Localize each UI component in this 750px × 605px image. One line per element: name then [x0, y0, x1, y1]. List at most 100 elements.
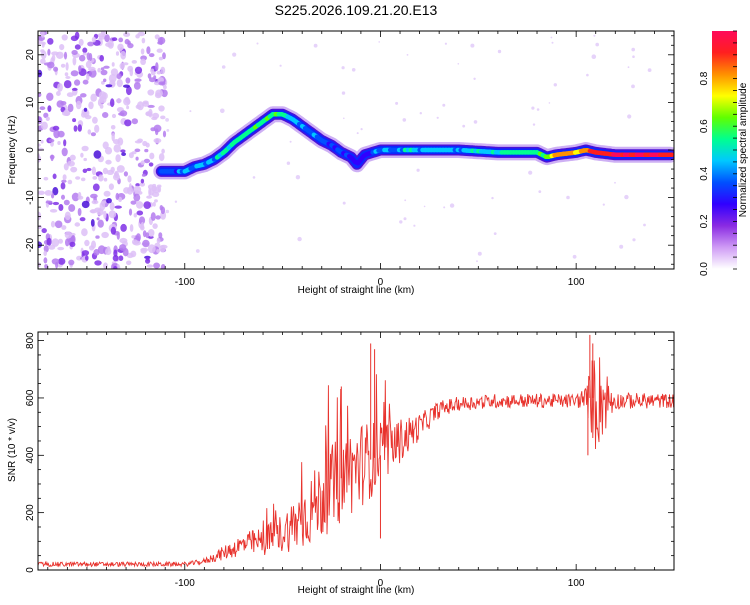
- noise-blob: [586, 74, 589, 77]
- noise-blob: [157, 49, 163, 53]
- noise-blob: [146, 196, 152, 199]
- y-tick-label: 20: [25, 49, 36, 61]
- noise-blob: [129, 209, 132, 216]
- noise-blob: [106, 198, 112, 203]
- noise-blob: [297, 237, 301, 241]
- noise-blob: [105, 248, 111, 255]
- noise-blob: [91, 219, 95, 227]
- noise-blob: [149, 153, 154, 160]
- noise-blob: [147, 89, 154, 95]
- noise-blob: [53, 202, 59, 205]
- snr-series-line: [38, 357, 674, 566]
- noise-blob: [68, 204, 75, 212]
- noise-blob: [130, 69, 134, 77]
- colorbar-tick-label: 0.8: [699, 71, 710, 85]
- y-tick-label: -10: [25, 190, 36, 205]
- noise-blob: [113, 139, 120, 144]
- noise-blob: [53, 174, 57, 180]
- noise-blob: [80, 93, 87, 97]
- noise-blob: [53, 130, 60, 139]
- noise-blob: [106, 84, 113, 87]
- noise-blob: [478, 252, 482, 256]
- noise-blob: [124, 119, 131, 126]
- noise-blob: [57, 247, 64, 250]
- noise-blob: [134, 213, 137, 217]
- noise-blob: [146, 46, 150, 54]
- noise-blob: [69, 242, 75, 247]
- noise-blob: [53, 67, 58, 72]
- noise-blob: [533, 123, 535, 125]
- x-tick-label: -100: [175, 277, 195, 288]
- noise-blob: [46, 93, 53, 101]
- noise-blob: [78, 192, 81, 199]
- noise-blob: [71, 50, 77, 55]
- noise-blob: [109, 210, 117, 218]
- noise-blob: [142, 38, 146, 44]
- noise-blob: [110, 98, 114, 107]
- noise-blob: [141, 48, 145, 54]
- noise-blob: [57, 141, 60, 145]
- noise-blob: [63, 139, 66, 146]
- noise-blob: [420, 112, 422, 114]
- noise-blob: [118, 38, 123, 43]
- noise-blob: [70, 155, 76, 161]
- noise-blob: [64, 52, 67, 60]
- noise-blob: [155, 90, 163, 97]
- x-tick-label: 100: [568, 578, 585, 589]
- noise-blob: [632, 55, 635, 58]
- noise-blob: [152, 186, 157, 192]
- colorbar-tick-label: 0.2: [699, 214, 710, 228]
- noise-blob: [53, 126, 60, 131]
- noise-blob: [136, 157, 139, 161]
- noise-blob: [417, 169, 420, 172]
- noise-blob: [154, 199, 158, 202]
- noise-blob: [149, 162, 154, 166]
- noise-blob: [94, 125, 99, 133]
- noise-blob: [61, 64, 65, 68]
- noise-blob: [141, 160, 145, 165]
- noise-blob: [158, 81, 165, 85]
- noise-blob: [91, 209, 96, 213]
- noise-blob: [614, 182, 616, 184]
- noise-blob: [85, 255, 89, 261]
- noise-blob: [49, 139, 55, 143]
- noise-blob: [43, 251, 47, 257]
- noise-blob: [146, 232, 150, 238]
- noise-blob: [47, 62, 55, 69]
- noise-blob: [98, 220, 104, 228]
- noise-blob: [222, 65, 226, 69]
- noise-blob: [458, 63, 460, 65]
- noise-blob: [137, 139, 143, 143]
- noise-blob: [166, 129, 169, 132]
- noise-blob: [94, 150, 102, 159]
- noise-blob: [343, 118, 345, 120]
- noise-blob: [136, 105, 141, 109]
- noise-blob: [120, 51, 126, 60]
- noise-blob: [132, 60, 137, 64]
- noise-blob: [119, 255, 124, 261]
- noise-blob: [56, 91, 61, 96]
- noise-blob: [79, 55, 85, 62]
- noise-blob: [66, 62, 69, 70]
- x-tick-label: 100: [568, 277, 585, 288]
- noise-blob: [127, 175, 131, 182]
- noise-blob: [476, 260, 478, 262]
- noise-blob: [126, 106, 129, 110]
- noise-blob: [395, 102, 398, 105]
- noise-blob: [549, 102, 551, 104]
- noise-blob: [97, 217, 100, 220]
- noise-blob: [113, 255, 119, 261]
- noise-blob: [68, 180, 73, 185]
- noise-blob: [117, 44, 123, 51]
- noise-blob: [137, 211, 144, 216]
- noise-blob: [68, 104, 74, 112]
- noise-blob: [116, 99, 122, 104]
- noise-blob: [144, 149, 148, 152]
- noise-blob: [157, 238, 161, 244]
- noise-blob: [118, 112, 124, 116]
- noise-blob: [92, 167, 96, 176]
- noise-blob: [357, 132, 359, 134]
- noise-blob: [50, 209, 57, 213]
